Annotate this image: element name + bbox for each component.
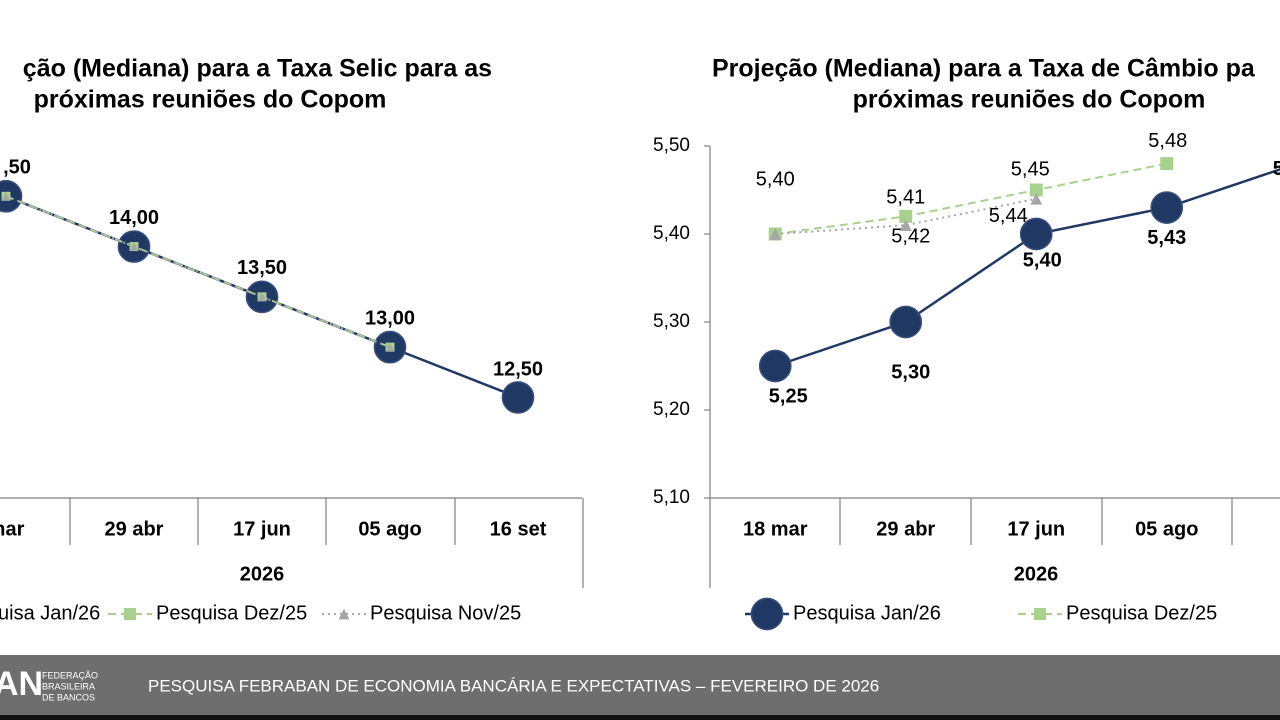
value-label: 5,25 <box>769 385 808 407</box>
y-tick-label: 5,10 <box>653 487 690 508</box>
value-label: 5,44 <box>989 205 1028 227</box>
y-tick-label: 5,20 <box>653 399 690 420</box>
chart-title: próximas reuniões do Copom <box>34 86 387 114</box>
logo-text: BRASILEIRA <box>42 681 95 691</box>
value-label: 13,50 <box>237 257 287 279</box>
y-tick-label: 5,30 <box>653 311 690 332</box>
value-label: 5 <box>1273 158 1280 180</box>
x-tick-label: 29 abr <box>105 518 164 540</box>
legend-label: Pesquisa Dez/25 <box>156 602 307 624</box>
logo: AN <box>0 665 43 703</box>
data-point <box>899 209 913 223</box>
value-label: 5,30 <box>891 361 930 383</box>
x-tick-label: 17 jun <box>1007 518 1065 540</box>
logo-text: DE BANCOS <box>42 692 95 702</box>
x-axis-label: 2026 <box>1014 563 1059 585</box>
chart-title: próximas reuniões do Copom <box>853 86 1206 114</box>
series-line <box>775 162 1167 235</box>
y-tick-label: 5,40 <box>653 223 690 244</box>
data-point <box>1150 191 1184 224</box>
data-point <box>769 228 782 240</box>
value-label: 13,00 <box>365 307 415 329</box>
legend-label: Pesquisa Nov/25 <box>370 602 521 624</box>
legend-label: uisa Jan/26 <box>0 602 100 624</box>
value-label: 5,42 <box>891 226 930 248</box>
series-line <box>775 197 1037 235</box>
value-label: 5,43 <box>1147 227 1186 249</box>
value-label: ,50 <box>3 157 31 179</box>
data-point <box>1160 157 1174 171</box>
x-tick-label: mar <box>0 518 25 540</box>
data-point <box>257 292 267 301</box>
data-point <box>889 305 923 339</box>
value-label: 5,40 <box>756 168 795 190</box>
data-point <box>899 219 912 232</box>
data-point <box>129 242 139 251</box>
data-point <box>1 192 11 201</box>
x-tick-label: 17 jun <box>233 518 291 540</box>
data-point <box>1030 192 1043 205</box>
x-axis-label: 2026 <box>240 563 285 585</box>
value-label: 5,40 <box>1023 249 1062 271</box>
value-label: 5,41 <box>886 186 925 208</box>
legend-marker <box>1034 608 1046 620</box>
data-point <box>1029 183 1043 197</box>
footer-bar <box>0 655 1280 715</box>
value-label: 12,50 <box>493 359 543 381</box>
data-point <box>385 343 395 352</box>
data-point <box>758 349 792 383</box>
legend-label: Pesquisa Jan/26 <box>793 602 941 624</box>
x-tick-label: 05 ago <box>358 518 421 540</box>
chart-title: ção (Mediana) para a Taxa Selic para as <box>23 55 492 83</box>
legend-marker <box>338 608 350 620</box>
x-tick-label: 05 ago <box>1135 518 1198 540</box>
x-tick-label: 29 abr <box>876 518 935 540</box>
logo-text: FEDERAÇÃO <box>42 670 98 680</box>
legend-label: Pesquisa Dez/25 <box>1066 602 1217 624</box>
x-tick-label: 16 set <box>490 518 547 540</box>
footer-text: PESQUISA FEBRABAN DE ECONOMIA BANCÁRIA E… <box>148 676 879 695</box>
legend-marker <box>124 608 136 620</box>
series-line <box>5 195 391 349</box>
data-point <box>0 179 23 213</box>
footer-edge <box>0 715 1280 720</box>
legend-marker <box>750 597 784 631</box>
data-point <box>1019 217 1053 251</box>
value-label: 14,00 <box>109 207 159 229</box>
value-label: 5,48 <box>1148 130 1187 152</box>
x-tick-label: 18 mar <box>743 518 808 540</box>
chart-title: Projeção (Mediana) para a Taxa de Câmbio… <box>712 55 1256 83</box>
data-point <box>501 381 535 414</box>
y-tick-label: 5,50 <box>653 135 690 156</box>
value-label: 5,45 <box>1011 158 1050 180</box>
